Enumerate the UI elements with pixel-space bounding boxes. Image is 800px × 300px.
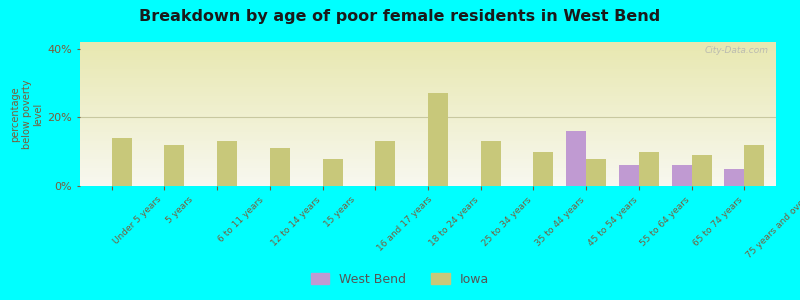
Bar [164, 145, 184, 186]
Text: Breakdown by age of poor female residents in West Bend: Breakdown by age of poor female resident… [139, 9, 661, 24]
Bar [692, 155, 712, 186]
Bar [217, 141, 237, 186]
Bar [481, 141, 501, 186]
Bar [534, 152, 554, 186]
Bar [322, 159, 342, 186]
Bar [672, 165, 692, 186]
Bar [639, 152, 659, 186]
Bar [619, 165, 639, 186]
Bar [724, 169, 744, 186]
Bar [112, 138, 132, 186]
Bar [566, 131, 586, 186]
Bar [586, 159, 606, 186]
Bar [270, 148, 290, 186]
Bar [744, 145, 765, 186]
Legend: West Bend, Iowa: West Bend, Iowa [306, 268, 494, 291]
Text: City-Data.com: City-Data.com [705, 46, 769, 55]
Bar [428, 93, 448, 186]
Y-axis label: percentage
below poverty
level: percentage below poverty level [10, 79, 43, 149]
Bar [375, 141, 395, 186]
